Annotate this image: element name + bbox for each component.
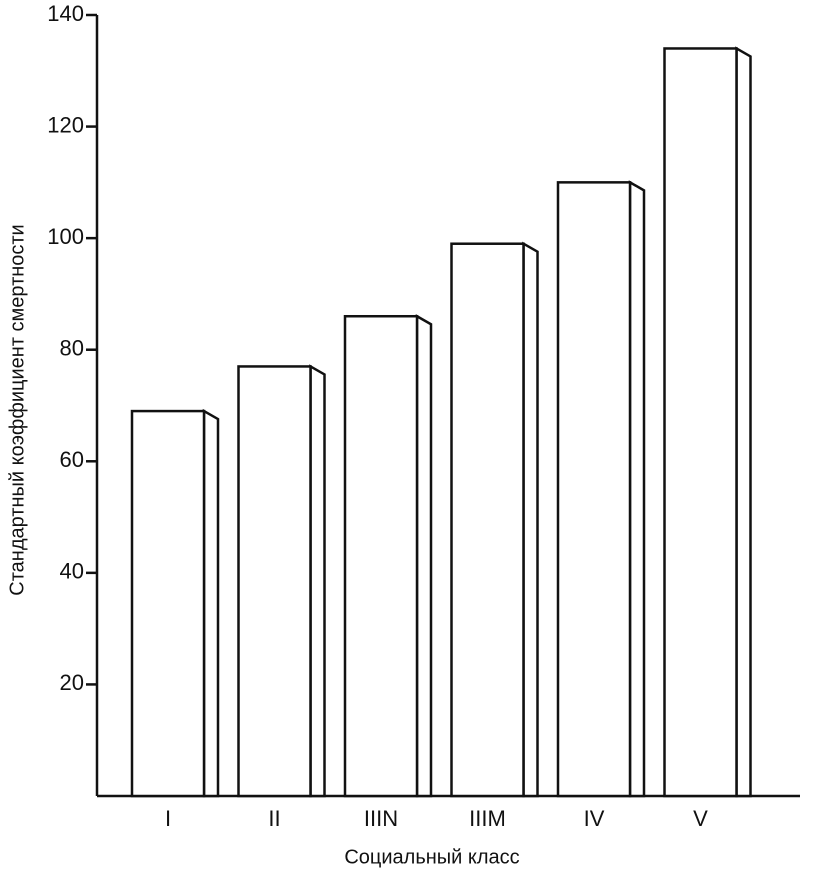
y-tick-label: 120 [47,112,84,137]
x-tick-label: I [165,806,171,831]
x-tick-label: IV [584,806,605,831]
bar [663,47,738,798]
y-tick-label: 80 [60,336,84,361]
y-tick-label: 60 [60,447,84,472]
bar [556,181,632,798]
y-axis-title: Стандартный коэффициент смертности [6,224,28,595]
bar-side [522,241,539,798]
bar [343,314,419,798]
bar [130,409,206,798]
y-tick-label: 40 [60,559,84,584]
x-tick-label: V [693,806,708,831]
x-tick-label: IIIM [469,806,506,831]
x-tick-label: IIIN [364,806,398,831]
x-axis-title: Социальный класс [344,846,519,868]
y-tick-label: 100 [47,224,84,249]
x-tick-label: II [268,806,280,831]
bar-side [202,408,220,798]
bar-side [415,314,433,798]
bar [450,242,525,798]
bar [237,365,312,798]
bar-side [735,46,752,798]
y-tick-label: 20 [60,670,84,695]
y-tick-label: 140 [47,1,84,26]
bar-side [628,180,646,798]
bar-side [309,364,326,798]
